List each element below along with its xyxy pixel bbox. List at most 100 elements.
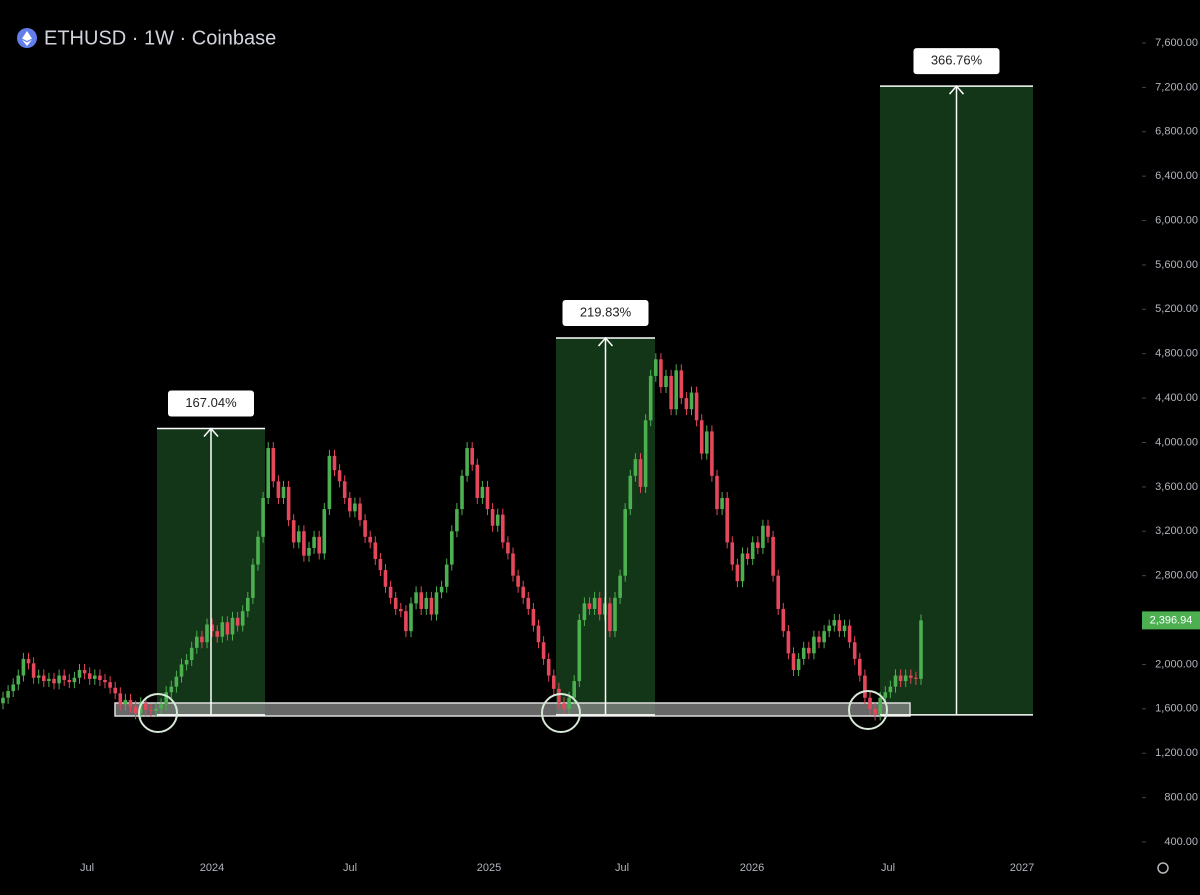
candle-body [261, 497, 265, 537]
candle-body [720, 497, 724, 510]
candle-layer [1, 353, 923, 721]
candle-body [103, 679, 107, 683]
y-tick-label: 5,600.00 [1155, 259, 1198, 271]
settings-icon[interactable] [1157, 862, 1169, 874]
candle-body [348, 497, 352, 512]
candle-body [189, 647, 194, 661]
candle-body [434, 592, 439, 615]
candle-body [149, 709, 153, 712]
candle-body [47, 678, 51, 682]
y-tick-label: 5,200.00 [1155, 303, 1198, 315]
x-tick-label: 2024 [200, 862, 224, 874]
candle-body [1, 697, 5, 704]
candle-body [623, 509, 627, 576]
candle-body [179, 664, 184, 677]
candle-body [11, 684, 15, 692]
candle-body [67, 679, 72, 683]
candle-body [52, 678, 56, 684]
candle-body [358, 503, 362, 521]
candle-body [893, 675, 898, 687]
candle-body [873, 708, 877, 715]
candle-body [383, 570, 388, 587]
candle-body [909, 675, 913, 678]
candle-body [240, 611, 245, 626]
candle-body [424, 597, 429, 609]
candle-body [863, 675, 867, 698]
candle-body [878, 697, 882, 715]
chart-title: ETHUSD · 1W · Coinbase [44, 27, 276, 49]
candle-body [501, 514, 505, 543]
candle-body [490, 509, 495, 526]
candle-body [847, 625, 852, 643]
candle-body [643, 420, 648, 487]
candle-body [251, 564, 255, 598]
candle-body [164, 692, 168, 705]
measure-label: 366.76% [931, 53, 983, 68]
y-tick-label: 4,000.00 [1155, 436, 1198, 448]
candle-body [648, 375, 653, 421]
candle-body [919, 620, 923, 679]
candle-body [557, 688, 561, 704]
candle-body [710, 431, 714, 476]
x-tick-label: Jul [80, 862, 94, 874]
candle-body [618, 575, 622, 598]
support-band [114, 702, 911, 717]
candle-body [832, 620, 837, 626]
y-tick-label: 800.00 [1164, 792, 1198, 804]
candle-body [730, 542, 735, 565]
support-circle [138, 693, 178, 733]
candle-body [699, 420, 704, 454]
candle-body [475, 464, 480, 498]
measure-label-box [168, 390, 254, 417]
candle-body [480, 486, 485, 498]
candle-body [72, 677, 77, 683]
candle-body [572, 681, 576, 698]
y-tick-label: 2,800.00 [1155, 570, 1198, 582]
y-tick-label: 4,800.00 [1155, 348, 1198, 360]
candle-body [552, 675, 556, 689]
candle-body [276, 481, 281, 498]
candle-body [679, 370, 684, 399]
candle-body [817, 636, 821, 643]
candle-body [286, 486, 291, 521]
candle-body [144, 703, 148, 710]
candle-body [745, 553, 750, 560]
candle-body [332, 455, 337, 471]
candle-body [868, 697, 872, 709]
candle-body [638, 459, 643, 487]
candle-body [608, 603, 612, 632]
candle-body [281, 486, 286, 498]
candle-body [914, 677, 918, 679]
candle-body [77, 669, 82, 678]
candle-body [791, 653, 796, 670]
candle-body [317, 536, 321, 554]
candle-body [756, 542, 760, 548]
y-tick-label: 7,200.00 [1155, 81, 1198, 93]
candle-body [669, 375, 673, 410]
candle-body [133, 706, 138, 714]
overlay-layer: 167.04% 219.83% 366.76% [157, 48, 1033, 716]
candle-body [404, 611, 408, 632]
candle-body [26, 658, 31, 664]
support-circle [848, 690, 888, 730]
candle-body [118, 693, 123, 705]
candle-body [888, 686, 893, 693]
x-tick-label: Jul [343, 862, 357, 874]
y-tick-label: 4,400.00 [1155, 392, 1198, 404]
candle-body [659, 359, 663, 388]
candle-body [363, 520, 367, 537]
candle-body [812, 636, 816, 654]
candle-body [761, 525, 765, 548]
candle-body [302, 531, 306, 556]
candle-body [567, 697, 571, 709]
last-price-box [1142, 611, 1200, 630]
y-tick-label: 7,600.00 [1155, 37, 1198, 49]
candle-body [735, 564, 740, 582]
candle-body [21, 658, 26, 676]
candle-body [531, 608, 536, 626]
arrow-head [597, 336, 614, 347]
candle-body [664, 375, 668, 388]
candle-body [195, 636, 199, 648]
candle-body [776, 575, 780, 609]
